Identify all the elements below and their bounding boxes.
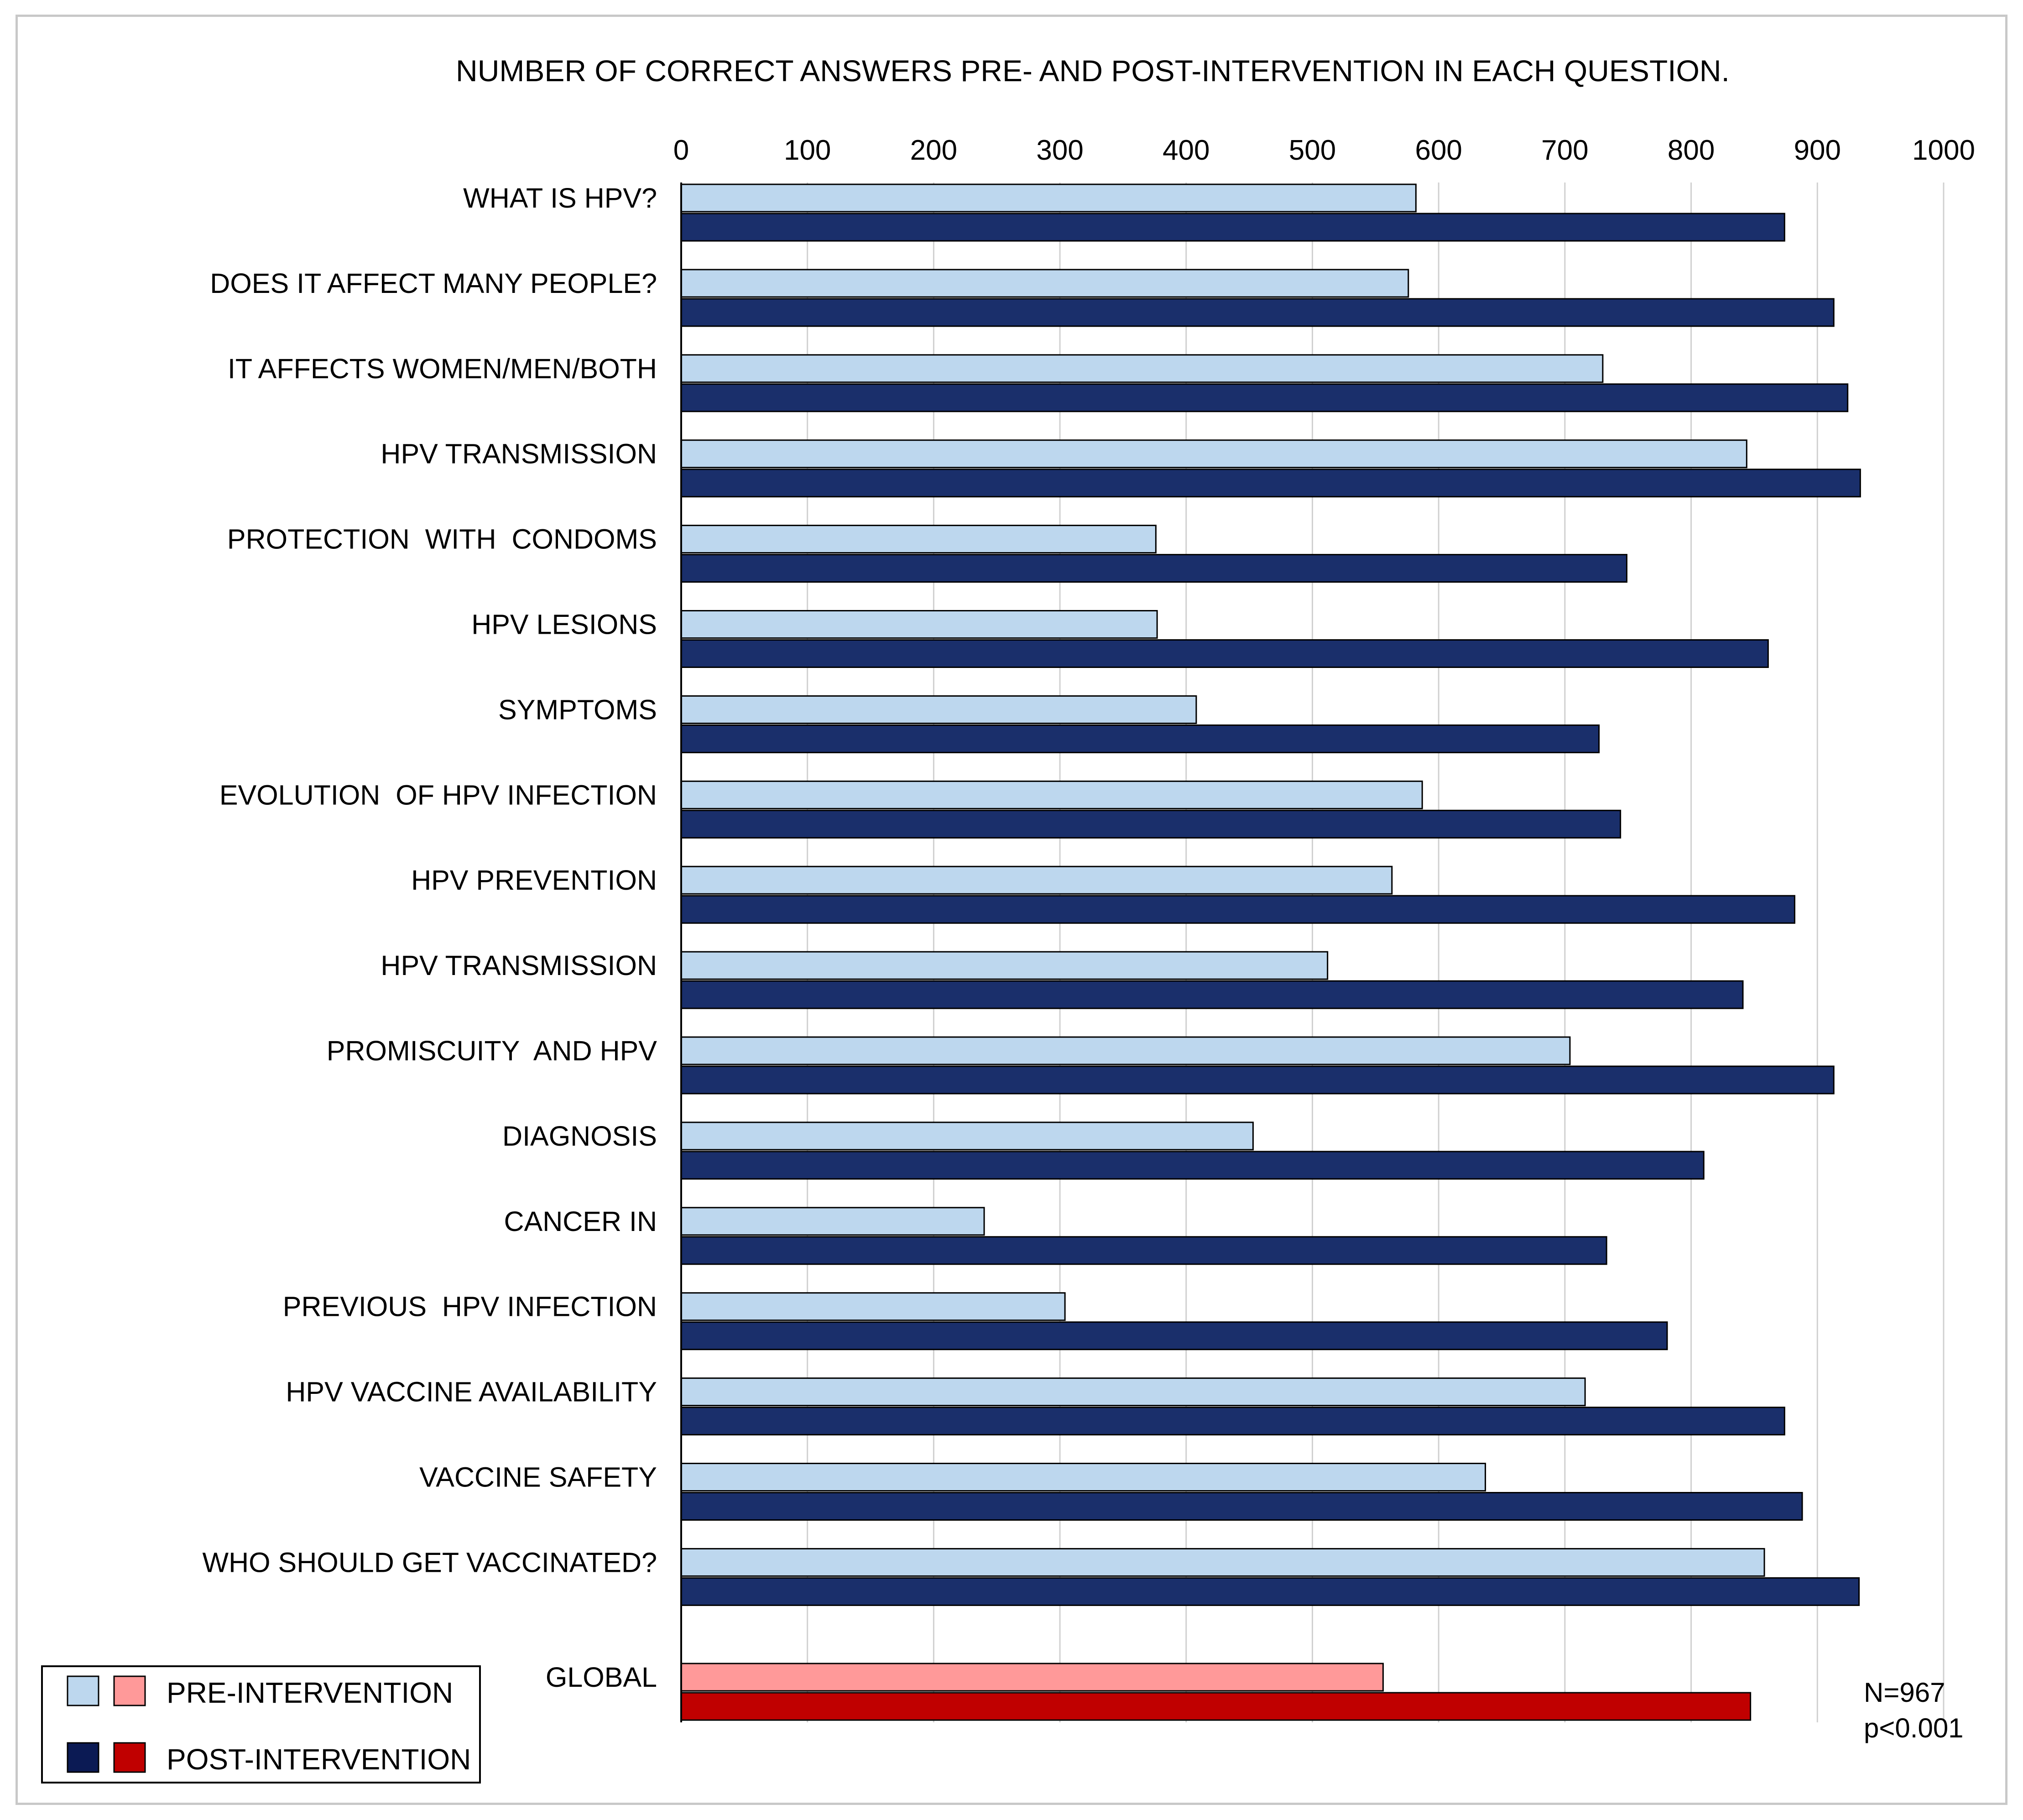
bar-pre: [680, 1463, 1486, 1491]
category-label: VACCINE SAFETY: [419, 1462, 657, 1493]
chart-title: NUMBER OF CORRECT ANSWERS PRE- AND POST-…: [456, 54, 1730, 88]
x-tick-label: 200: [910, 135, 957, 166]
p-value-note: p<0.001: [1864, 1713, 1964, 1743]
x-tick-label: 900: [1794, 135, 1841, 166]
x-tick-label: 600: [1415, 135, 1462, 166]
category-label: SYMPTOMS: [498, 694, 657, 725]
bar-pre: [680, 525, 1157, 554]
category-label: HPV TRANSMISSION: [381, 438, 657, 469]
category-label: DIAGNOSIS: [502, 1121, 657, 1152]
category-label: WHAT IS HPV?: [463, 183, 657, 214]
x-tick-label: 800: [1668, 135, 1715, 166]
category-label: PROTECTION WITH CONDOMS: [227, 524, 657, 555]
x-tick-label: 500: [1289, 135, 1336, 166]
category-label: HPV TRANSMISSION: [381, 950, 657, 981]
bar-post: [680, 469, 1861, 498]
bar-pre: [680, 610, 1158, 639]
category-label: EVOLUTION OF HPV INFECTION: [219, 779, 657, 810]
bar-post: [680, 1577, 1860, 1606]
category-label: CANCER IN: [504, 1206, 657, 1237]
category-label: PROMISCUITY AND HPV: [327, 1035, 657, 1066]
category-label: IT AFFECTS WOMEN/MEN/BOTH: [228, 353, 657, 384]
bar-pre: [680, 695, 1197, 724]
legend-label-post: POST-INTERVENTION: [167, 1743, 471, 1776]
bar-post: [680, 1321, 1668, 1351]
bar-pre: [680, 1036, 1571, 1065]
bar-post: [680, 1065, 1835, 1095]
x-tick-label: 400: [1163, 135, 1210, 166]
category-label: WHO SHOULD GET VACCINATED?: [203, 1547, 657, 1578]
bar-post: [680, 1236, 1607, 1265]
bar-post: [680, 980, 1744, 1009]
category-label: HPV LESIONS: [471, 609, 657, 640]
category-label: DOES IT AFFECT MANY PEOPLE?: [210, 268, 657, 299]
bar-post: [680, 724, 1600, 753]
category-labels: WHAT IS HPV? DOES IT AFFECT MANY PEOPLE? I…: [203, 183, 657, 1693]
category-label: HPV VACCINE AVAILABILITY: [286, 1377, 657, 1408]
sample-size-note: N=967: [1864, 1677, 1945, 1708]
bar-pre: [680, 1292, 1066, 1321]
bars: [680, 183, 1861, 1721]
legend-swatch-post-blue: [67, 1742, 99, 1773]
x-tick-label: 1000: [1912, 135, 1975, 166]
bar-pre: [680, 780, 1423, 809]
bar-pre: [680, 1207, 985, 1236]
category-label: PREVIOUS HPV INFECTION: [283, 1291, 657, 1322]
bar-pre: [680, 1377, 1586, 1407]
bar-pre: [680, 951, 1329, 980]
legend-swatch-pre-blue: [67, 1675, 99, 1706]
bar-post: [680, 639, 1769, 668]
bar-pre: [680, 183, 1417, 213]
legend-label-pre: PRE-INTERVENTION: [167, 1676, 453, 1709]
legend: PRE-INTERVENTION POST-INTERVENTION: [41, 1665, 481, 1783]
bar-post: [680, 383, 1849, 412]
bar-pre: [680, 439, 1747, 469]
bar-post: [680, 1151, 1705, 1180]
bar-pre: [680, 354, 1604, 383]
bar-post: [680, 1407, 1785, 1436]
x-tick-label: 100: [784, 135, 831, 166]
bar-pre: [680, 866, 1393, 895]
bar-post: [680, 298, 1835, 327]
category-label: HPV PREVENTION: [411, 865, 657, 896]
bar-post: [680, 554, 1627, 583]
bar-pre: [680, 1548, 1765, 1577]
bar-post: [680, 213, 1785, 242]
bar-post: [680, 895, 1795, 924]
x-axis-ticks: 0 100 200 300 400 500 600 700 800 900 1000: [673, 135, 1975, 166]
bar-pre: [680, 269, 1409, 298]
x-tick-label: 300: [1036, 135, 1083, 166]
category-label: GLOBAL: [546, 1662, 657, 1693]
legend-swatch-pre-red: [113, 1675, 146, 1706]
x-tick-label: 0: [673, 135, 689, 166]
bar-post: [680, 1492, 1803, 1521]
bar-pre: [680, 1663, 1384, 1692]
legend-swatch-post-red: [113, 1742, 146, 1773]
bar-pre: [680, 1121, 1254, 1151]
bar-post: [680, 809, 1622, 839]
bar-post: [680, 1692, 1752, 1721]
x-tick-label: 700: [1541, 135, 1588, 166]
